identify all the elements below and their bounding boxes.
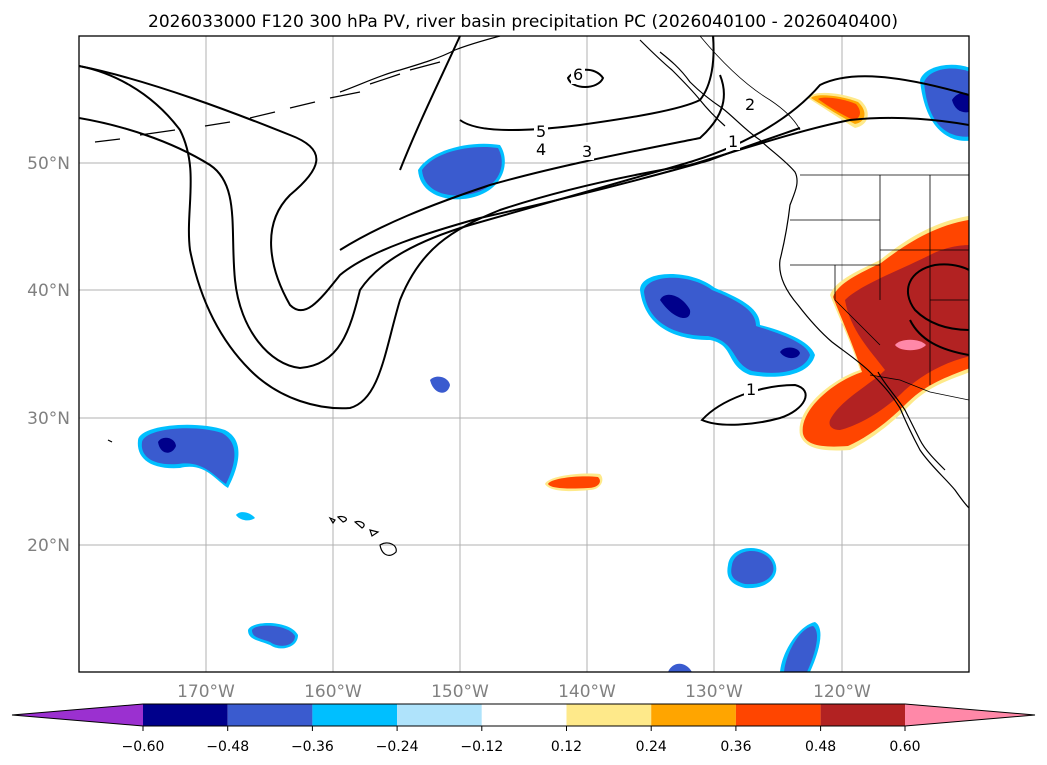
region-southwest-us [799, 215, 969, 451]
coastlines [94, 36, 969, 556]
colorbar-tick-label: 0.48 [805, 739, 836, 755]
colorbar-segment [820, 704, 906, 726]
border-alaska [699, 36, 801, 131]
colorbar-tick-label: −0.36 [291, 739, 334, 755]
colorbar-segment [651, 704, 736, 726]
contour-labels: 6 5 4 3 2 1 1 [534, 65, 758, 399]
border-us-mexico [869, 374, 969, 401]
region-central-pacific [640, 273, 815, 377]
positive-precip-regions [545, 92, 969, 492]
pv-contour-east-2 [909, 319, 969, 356]
coast-baja [877, 371, 946, 471]
border-state-2 [880, 175, 969, 385]
colorbar-tick-label: 0.60 [889, 739, 920, 755]
colorbar-tick-label: −0.24 [376, 739, 419, 755]
region-east-pacific-20n [727, 547, 777, 589]
coast-hawaii-1 [328, 516, 336, 525]
map-title: 2026033000 F120 300 hPa PV, river basin … [148, 12, 898, 32]
coast-alaska-peninsula [339, 36, 501, 93]
region-bottom-right [668, 622, 821, 672]
contour-label-3: 3 [582, 142, 592, 161]
colorbar-tick-label: −0.60 [122, 739, 165, 755]
lat-label-40n: 40°N [27, 281, 70, 301]
region-northwest-hawaii [137, 424, 239, 488]
colorbar-segment [566, 704, 652, 726]
colorbar-segment [481, 704, 567, 726]
pv-contour-2 [79, 75, 969, 370]
colorbar-segment [227, 704, 313, 726]
contour-label-5: 5 [536, 122, 546, 141]
region-subtropical-strip [545, 473, 603, 492]
contour-label-bg [534, 122, 548, 140]
lat-label-50n: 50°N [27, 154, 70, 174]
longitude-labels: 170°W 160°W 150°W 140°W 130°W 120°W [177, 682, 871, 702]
coast-island-west [107, 439, 113, 443]
coast-aleutians [94, 61, 441, 143]
coast-west-north-america [659, 51, 969, 509]
colorbar-segment [397, 704, 482, 726]
colorbar-tick-label: −0.48 [206, 739, 249, 755]
borders [699, 36, 969, 401]
contour-label-bg [744, 95, 758, 113]
pv-contour-1-closed [700, 383, 807, 426]
coast-hawaii-4 [369, 529, 380, 537]
contour-label-bg [580, 142, 594, 160]
pv-contour-3 [79, 65, 801, 312]
region-south-15n [248, 623, 298, 649]
contour-label-1-north: 1 [728, 132, 738, 151]
negative-precip-regions [137, 64, 969, 672]
contour-label-bg [726, 132, 740, 150]
latitude-labels: 20°N 30°N 40°N 50°N [27, 154, 70, 556]
colorbar: −0.60 −0.48 −0.36 −0.24 −0.12 0.12 0.24 … [11, 703, 1036, 755]
border-state-1 [790, 175, 881, 346]
coast-sitka [639, 39, 726, 127]
coast-hawaii-2 [336, 515, 347, 523]
contour-label-bg [571, 66, 585, 84]
lat-label-20n: 20°N [27, 536, 70, 556]
pv-contours [79, 36, 969, 426]
colorbar-tick-label: −0.12 [460, 739, 503, 755]
contour-label-2: 2 [745, 95, 755, 114]
contour-label-bg [744, 380, 758, 398]
colorbar-extend-high [905, 704, 1035, 726]
contour-label-6: 6 [573, 65, 583, 84]
lon-label-170w: 170°W [177, 682, 235, 702]
map-background [79, 36, 969, 672]
colorbar-tick-label: 0.24 [636, 739, 667, 755]
colorbar-tick-label: 0.36 [720, 739, 751, 755]
lon-label-150w: 150°W [431, 682, 489, 702]
lon-label-160w: 160°W [304, 682, 362, 702]
pv-contour-east [906, 263, 969, 331]
contour-label-bg [534, 140, 548, 158]
colorbar-ticks [142, 726, 906, 731]
coast-hawaii-5 [379, 542, 397, 556]
coast-hawaii-3 [353, 520, 365, 529]
contour-label-1-south: 1 [746, 380, 756, 399]
colorbar-tick-label: 0.12 [551, 739, 582, 755]
lat-label-30n: 30°N [27, 409, 70, 429]
colorbar-tick-labels: −0.60 −0.48 −0.36 −0.24 −0.12 0.12 0.24 … [122, 739, 921, 755]
pv-contour-4 [339, 74, 725, 251]
map-panel: 6 5 4 3 2 1 1 [78, 35, 970, 673]
region-bc-coast [920, 64, 969, 141]
region-gulf-alaska [418, 143, 505, 200]
region-small-30n [430, 376, 450, 393]
colorbar-extend-low [12, 704, 143, 726]
colorbar-segment [143, 704, 228, 726]
lon-label-120w: 120°W [813, 682, 871, 702]
region-tiny-cyan [236, 512, 255, 521]
map-frame [78, 35, 970, 673]
lon-label-130w: 130°W [685, 682, 743, 702]
colorbar-segment [312, 704, 398, 726]
colorbar-segment [735, 704, 821, 726]
contour-label-4: 4 [536, 140, 546, 159]
lon-label-140w: 140°W [558, 682, 616, 702]
pv-contour-1 [79, 65, 969, 410]
